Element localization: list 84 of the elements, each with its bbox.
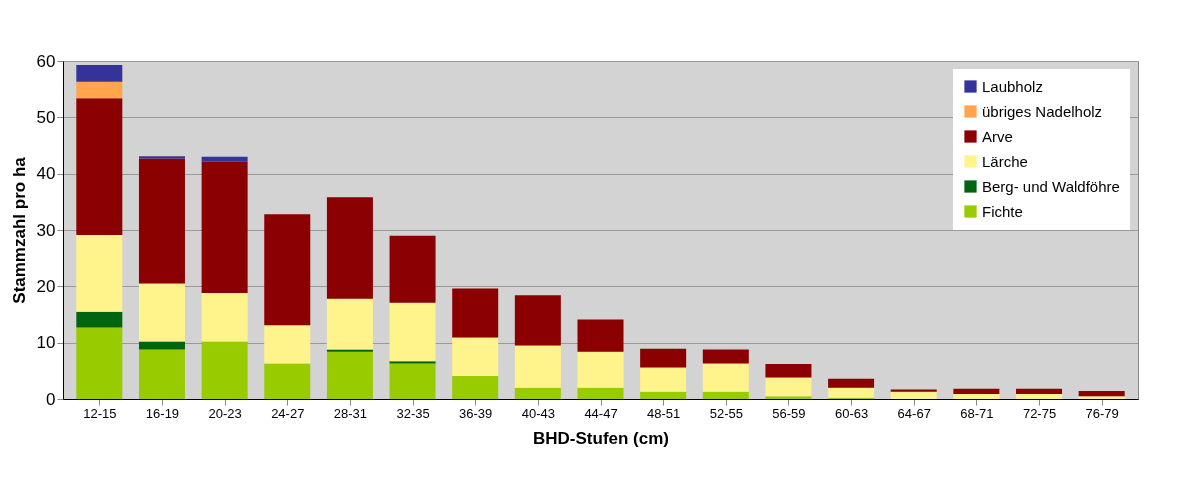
bar [389,235,436,303]
bar [828,387,875,398]
y-tick-label: 50 [36,107,56,127]
bar [577,351,624,388]
bar [765,377,812,397]
bar [640,391,687,399]
x-tick-label: 52-55 [709,405,743,421]
bar [953,388,1000,394]
x-tick-label: 32-35 [396,405,430,421]
bar [138,158,185,284]
bar [577,319,624,352]
x-tick-label: 36-39 [459,405,493,421]
x-axis-title: BHD-Stufen (cm) [533,428,669,448]
bar [577,387,624,399]
bar [264,325,311,364]
legend-label: übriges Nadelholz [982,102,1103,120]
bar [76,98,123,236]
y-tick-label: 30 [36,220,56,240]
bar [514,387,561,399]
bar [953,393,1000,399]
bar [890,389,937,392]
x-tick-label: 72-75 [1022,405,1057,421]
legend-label: Berg- und Waldföhre [982,177,1120,195]
x-tick-label: 12-15 [83,405,117,421]
bar [201,341,248,399]
x-tick-label: 56-59 [772,405,806,421]
bar [201,156,248,162]
bar [138,283,185,342]
bar [702,363,749,392]
x-tick-label: 20-23 [208,405,242,421]
bar [702,391,749,399]
legend-label: Lärche [982,152,1028,170]
bar [828,378,875,388]
bar [389,361,436,364]
bar [640,348,687,368]
bar [76,235,123,312]
y-tick-label: 60 [36,51,56,71]
y-tick-label: 0 [46,389,56,409]
bar [201,161,248,294]
x-tick-label: 28-31 [333,405,368,421]
x-tick-label: 24-27 [271,405,305,421]
y-axis-title: Stammzahl pro ha [9,156,29,304]
bar [201,293,248,342]
bar [264,214,311,326]
bar [1016,388,1063,394]
bar [452,375,499,399]
legend-label: Fichte [982,202,1023,220]
bar [890,391,937,399]
bar [326,298,373,350]
bar [452,288,499,338]
bar [138,349,185,399]
bar [765,396,812,399]
x-tick-label: 60-63 [834,405,869,421]
bar [514,295,561,346]
x-tick-label: 76-79 [1085,405,1119,421]
bar [76,81,123,99]
bar [76,64,123,82]
x-tick-label: 40-43 [521,405,555,421]
bar [326,351,373,399]
x-tick-label: 48-51 [647,405,681,421]
y-tick-label: 10 [36,333,56,353]
y-tick-label: 40 [36,164,56,184]
bar [1078,396,1125,399]
bar [514,345,561,388]
x-tick-label: 64-67 [897,405,931,421]
y-tick-label: 20 [36,276,56,296]
bar [389,363,436,399]
bar [76,327,123,399]
x-tick-label: 68-71 [960,405,994,421]
bar [389,302,436,362]
x-tick-label: 44-47 [584,405,618,421]
bar [1078,391,1125,397]
bar [765,364,812,378]
bar [452,337,499,376]
x-tick-label: 16-19 [145,405,180,421]
bar [702,349,749,364]
bar [264,363,311,399]
bar [326,349,373,352]
bar [76,311,123,328]
legend-label: Laubholz [982,77,1043,95]
bar [326,197,373,299]
bar [1016,393,1063,399]
bar [640,367,687,392]
legend-label: Arve [982,127,1013,145]
